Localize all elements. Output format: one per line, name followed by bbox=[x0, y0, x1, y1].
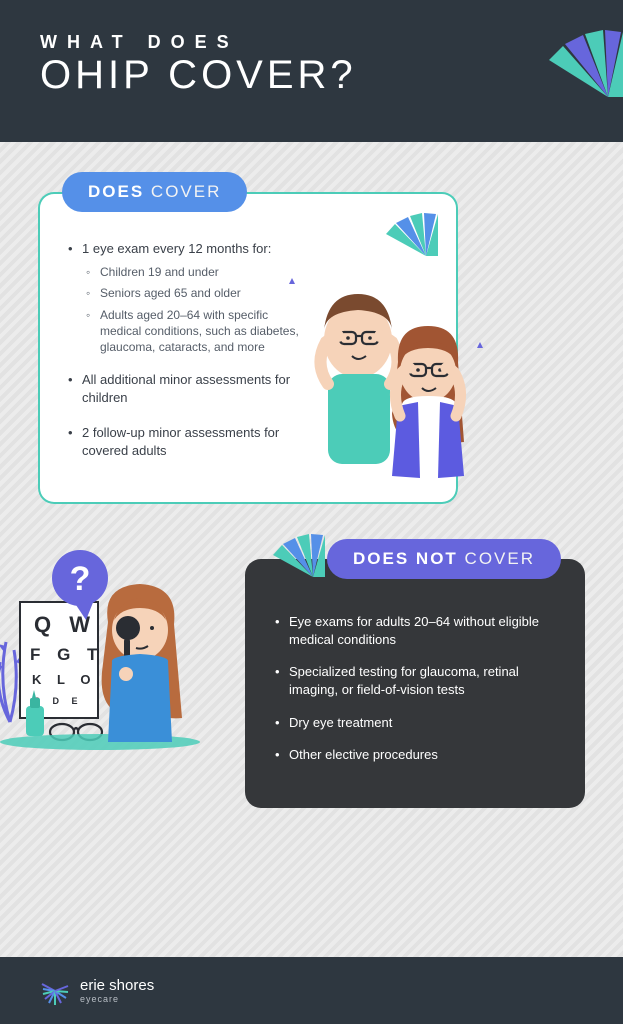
does-cover-card: DOES COVER 1 eye exam every 12 months fo… bbox=[38, 192, 458, 504]
list-item: Specialized testing for glaucoma, retina… bbox=[273, 663, 557, 699]
list-item: Other elective procedures bbox=[273, 746, 557, 764]
sub-item: Children 19 and under bbox=[82, 264, 302, 280]
svg-text:S D E: S D E bbox=[34, 696, 83, 706]
badge-rest: COVER bbox=[458, 549, 535, 568]
header-title: OHIP COVER? bbox=[40, 53, 583, 98]
svg-text:F G T: F G T bbox=[30, 645, 103, 664]
does-cover-badge: DOES COVER bbox=[62, 172, 247, 212]
svg-text:K L O: K L O bbox=[32, 672, 96, 687]
sub-item: Seniors aged 65 and older bbox=[82, 285, 302, 301]
footer-brand: erie shores eyecare bbox=[80, 977, 154, 1004]
brand-subtitle: eyecare bbox=[80, 994, 154, 1004]
footer: erie shores eyecare bbox=[0, 957, 623, 1024]
badge-bold: DOES NOT bbox=[353, 549, 458, 568]
brand-name: erie shores bbox=[80, 977, 154, 994]
footer-logo-icon bbox=[40, 976, 70, 1006]
badge-rest: COVER bbox=[144, 182, 221, 201]
list-item: Eye exams for adults 20–64 without eligi… bbox=[273, 613, 557, 649]
list-item: Dry eye treatment bbox=[273, 714, 557, 732]
does-not-cover-badge: DOES NOT COVER bbox=[327, 539, 561, 579]
fan-small-icon bbox=[255, 529, 325, 589]
main-content: DOES COVER 1 eye exam every 12 months fo… bbox=[0, 142, 623, 957]
header-subtitle: WHAT DOES bbox=[40, 32, 583, 53]
does-not-cover-card: DOES NOT COVER Eye exams for adults 20–6… bbox=[245, 559, 585, 808]
fan-icon bbox=[513, 22, 623, 112]
item-text: 1 eye exam every 12 months for: bbox=[82, 241, 271, 256]
sub-item: Adults aged 20–64 with specific medical … bbox=[82, 307, 302, 356]
fan-small-icon bbox=[368, 208, 438, 268]
people-glasses-illustration bbox=[278, 274, 498, 504]
svg-text:?: ? bbox=[70, 560, 91, 598]
eye-exam-illustration: Q W F G T K L O S D E ? bbox=[0, 522, 210, 752]
does-not-cover-list: Eye exams for adults 20–64 without eligi… bbox=[273, 613, 557, 764]
header: WHAT DOES OHIP COVER? bbox=[0, 0, 623, 142]
badge-bold: DOES bbox=[88, 182, 144, 201]
